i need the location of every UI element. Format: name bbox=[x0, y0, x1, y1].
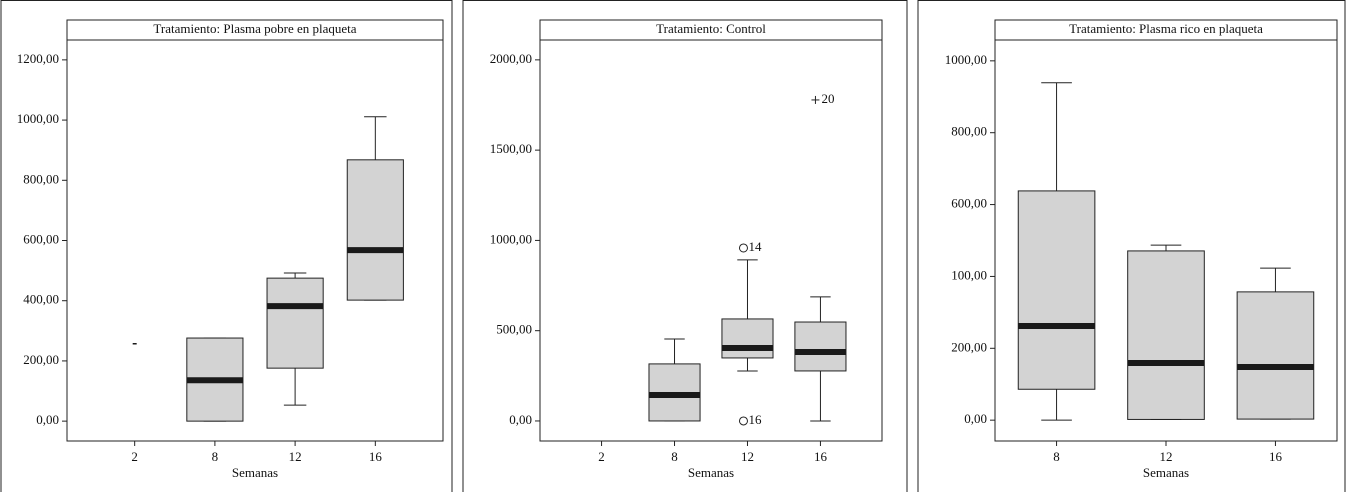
box bbox=[266, 277, 324, 369]
box bbox=[794, 321, 847, 372]
y-tick-label: 500,00 bbox=[496, 322, 532, 337]
box bbox=[1017, 190, 1096, 390]
y-tick-label: 800,00 bbox=[951, 124, 987, 139]
y-tick-label: 600,00 bbox=[23, 231, 59, 246]
x-tick-label: 8 bbox=[671, 449, 678, 464]
x-axis-label: Semanas bbox=[1143, 465, 1189, 480]
chart-title: Tratamiento: Control bbox=[656, 21, 766, 36]
outlier-label: 14 bbox=[748, 239, 762, 254]
box bbox=[346, 159, 404, 301]
chart-title: Tratamiento: Plasma rico en plaqueta bbox=[1069, 21, 1263, 36]
outlier-label: 16 bbox=[748, 412, 762, 427]
x-tick-label: 16 bbox=[369, 449, 383, 464]
y-tick-label: 0,00 bbox=[964, 411, 987, 426]
x-axis-label: Semanas bbox=[688, 465, 734, 480]
y-tick-label: 1200,00 bbox=[17, 51, 59, 66]
box bbox=[1236, 291, 1315, 420]
x-tick-label: 2 bbox=[598, 449, 605, 464]
y-tick-label: 1000,00 bbox=[945, 52, 987, 67]
x-tick-label: 8 bbox=[1053, 449, 1060, 464]
box bbox=[1127, 250, 1205, 420]
y-tick-label: 200,00 bbox=[23, 352, 59, 367]
y-tick-label: 1500,00 bbox=[490, 141, 532, 156]
x-tick-label: 12 bbox=[741, 449, 754, 464]
chart-title: Tratamiento: Plasma pobre en plaqueta bbox=[153, 21, 356, 36]
y-tick-label: 200,00 bbox=[951, 339, 987, 354]
x-axis-label: Semanas bbox=[232, 465, 278, 480]
y-tick-label: 1000,00 bbox=[17, 111, 59, 126]
y-tick-label: 800,00 bbox=[23, 171, 59, 186]
box bbox=[721, 318, 774, 359]
outlier-label: 20 bbox=[821, 91, 834, 106]
x-tick-label: 12 bbox=[289, 449, 302, 464]
y-tick-label: 0,00 bbox=[509, 412, 532, 427]
x-tick-label: 16 bbox=[1269, 449, 1283, 464]
y-tick-label: 1000,00 bbox=[490, 231, 532, 246]
y-tick-label: 0,00 bbox=[36, 412, 59, 427]
y-tick-label: 2000,00 bbox=[490, 51, 532, 66]
y-tick-label: 600,00 bbox=[951, 196, 987, 211]
x-tick-label: 2 bbox=[131, 449, 138, 464]
x-tick-label: 16 bbox=[814, 449, 828, 464]
y-tick-label: 100,00 bbox=[951, 267, 987, 282]
outlier bbox=[738, 416, 748, 426]
x-tick-label: 8 bbox=[212, 449, 219, 464]
x-tick-label: 12 bbox=[1160, 449, 1173, 464]
outlier bbox=[738, 243, 748, 253]
y-tick-label: 400,00 bbox=[23, 292, 59, 307]
